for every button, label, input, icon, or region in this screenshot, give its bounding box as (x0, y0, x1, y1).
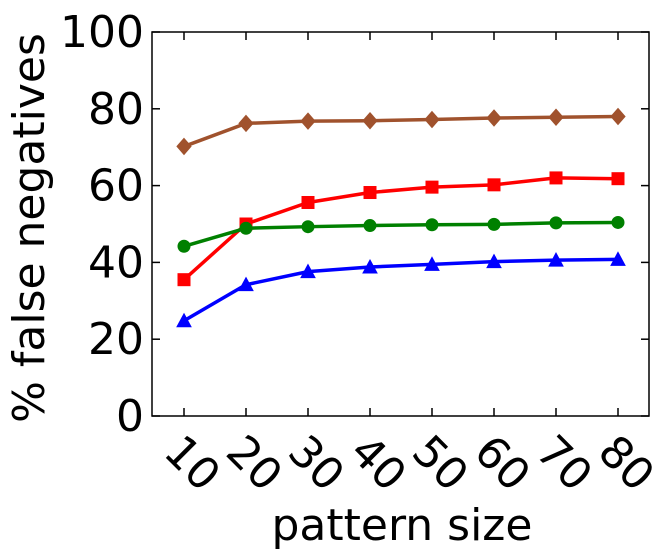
data-point-triangle (238, 276, 254, 292)
data-point-square (549, 171, 563, 185)
series-line (183, 220, 619, 248)
y-tick-label: 40 (88, 237, 144, 288)
data-point-diamond (362, 111, 378, 130)
series-1 (177, 171, 625, 287)
data-point-square (487, 178, 501, 192)
data-point-triangle (300, 263, 316, 279)
data-point-circle (549, 216, 563, 230)
data-point-diamond (424, 110, 440, 129)
x-axis-label: pattern size (272, 500, 533, 551)
data-point-circle (487, 217, 501, 231)
data-point-diamond (486, 109, 502, 127)
data-point-square (301, 195, 315, 209)
series-line (183, 257, 619, 323)
data-point-diamond (238, 114, 254, 133)
series-3 (176, 251, 626, 328)
series-line (182, 176, 619, 281)
y-tick-label: 0 (116, 391, 144, 442)
data-point-circle (239, 221, 253, 235)
series-0 (176, 107, 626, 156)
data-point-square (611, 172, 625, 186)
data-point-triangle (548, 252, 564, 267)
y-tick-label: 80 (88, 84, 144, 135)
data-point-circle (177, 239, 191, 253)
data-point-diamond (610, 107, 626, 126)
data-point-circle (363, 219, 377, 233)
data-point-circle (425, 218, 439, 232)
data-point-triangle (424, 256, 440, 271)
data-point-square (425, 180, 439, 194)
data-point-circle (611, 215, 625, 229)
data-point-triangle (610, 251, 626, 266)
data-point-diamond (548, 108, 564, 127)
y-tick-label: 60 (88, 161, 144, 212)
y-axis-label: % false negatives (4, 33, 55, 423)
series-2 (177, 215, 625, 253)
data-point-diamond (300, 112, 316, 130)
data-point-circle (301, 220, 315, 234)
series-line (183, 114, 619, 149)
y-axis-ticks: 0 20 40 60 80 100 (60, 7, 649, 442)
y-tick-label: 20 (88, 314, 144, 365)
data-point-square (177, 273, 191, 287)
data-point-diamond (176, 137, 192, 156)
data-point-triangle (362, 258, 378, 274)
data-point-square (363, 186, 377, 200)
x-tick-label: 80 (588, 426, 664, 502)
data-point-triangle (176, 312, 192, 328)
y-tick-label: 100 (60, 7, 144, 58)
plot-frame (151, 31, 650, 417)
series-group (176, 107, 626, 328)
data-point-triangle (486, 253, 502, 269)
